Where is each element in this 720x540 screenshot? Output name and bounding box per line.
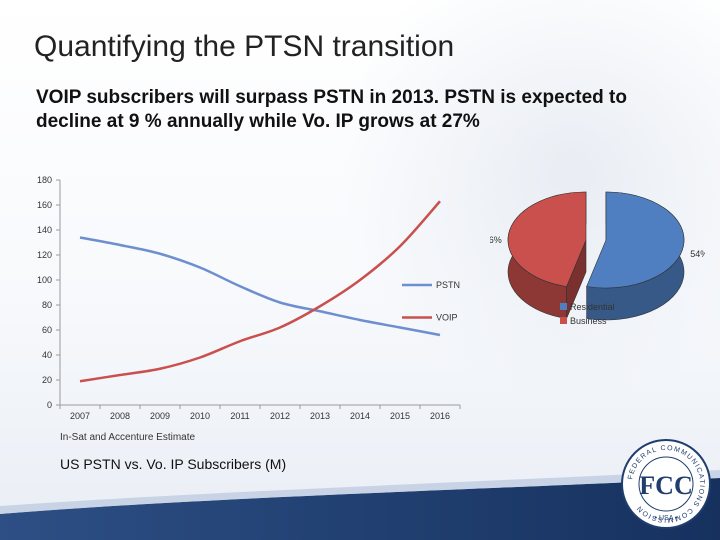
y-tick-label: 140: [37, 225, 52, 235]
y-tick-label: 60: [42, 325, 52, 335]
y-tick-label: 0: [47, 400, 52, 410]
x-tick-label: 2007: [70, 411, 90, 421]
pie-legend-swatch-business: [560, 317, 567, 324]
pie-slice-residential: [586, 191, 685, 289]
pie-chart: 54% 46% Residential Business: [490, 191, 705, 326]
pie-data-label-residential: 54%: [690, 249, 705, 259]
x-tick-label: 2012: [270, 411, 290, 421]
bottom-decorative-band: [0, 470, 720, 540]
x-tick-label: 2009: [150, 411, 170, 421]
x-tick-label: 2011: [230, 411, 249, 421]
x-tick-label: 2015: [390, 411, 410, 421]
y-tick-label: 180: [37, 175, 52, 185]
series-line-pstn: [79, 236, 441, 337]
pie-data-label-business: 46%: [490, 235, 502, 245]
y-tick-label: 120: [37, 250, 52, 260]
x-tick-label: 2010: [190, 411, 210, 421]
line-chart: 0 20 40 60 80 100 120 140 160 180 2007 2008 2009 2010…: [37, 175, 461, 421]
pie-legend-label-residential: Residential: [570, 302, 615, 312]
y-tick-label: 80: [42, 300, 52, 310]
pie-slice-business: [507, 191, 587, 287]
y-tick-label: 160: [37, 200, 52, 210]
x-tick-label: 2008: [110, 411, 130, 421]
y-tick-label: 20: [42, 375, 52, 385]
svg-text:• USA •: • USA •: [655, 515, 678, 522]
slide-title: Quantifying the PTSN transition: [34, 30, 455, 63]
y-tick-label: 40: [42, 350, 52, 360]
fcc-seal-logo: FEDERAL COMMUNICATIONS COMMISSION FCC • …: [621, 439, 711, 529]
svg-text:FCC: FCC: [639, 471, 692, 500]
x-tick-label: 2016: [430, 411, 450, 421]
chart-caption: US PSTN vs. Vo. IP Subscribers (M): [60, 456, 287, 472]
x-tick-label: 2013: [310, 411, 330, 421]
source-note: In-Sat and Accenture Estimate: [60, 432, 196, 443]
series-line-voip: [79, 200, 441, 383]
x-tick-label: 2014: [350, 411, 370, 421]
legend-label-pstn: PSTN: [436, 280, 460, 290]
slide-subtitle: VOIP subscribers will surpass PSTN in 20…: [36, 87, 627, 132]
y-tick-label: 100: [37, 275, 52, 285]
pie-legend-swatch-residential: [560, 303, 567, 310]
pie-legend-label-business: Business: [570, 316, 607, 326]
legend-label-voip: VOIP: [436, 313, 458, 323]
